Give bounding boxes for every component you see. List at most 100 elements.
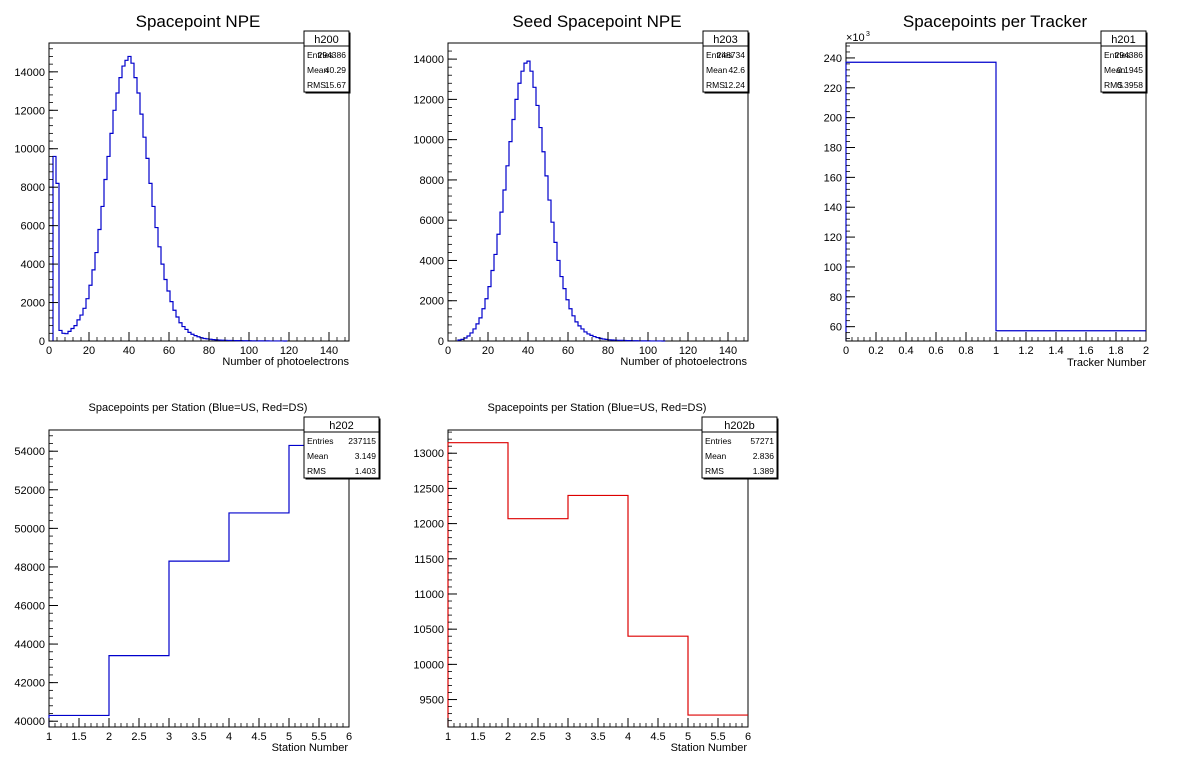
x-tick-label: 3 (166, 731, 172, 743)
histogram-line (52, 55, 288, 342)
x-tick-label: 0 (843, 345, 849, 357)
x-tick-label: 2.5 (530, 731, 545, 743)
x-tick-label: 60 (163, 345, 175, 357)
y-tick-label: 220 (824, 83, 842, 95)
stats-value: 248734 (717, 50, 746, 60)
y-tick-label: 44000 (14, 639, 45, 651)
stats-box-frame (1100, 30, 1147, 93)
x-axis-label: Number of photoelectrons (620, 356, 747, 368)
x-tick-label: 1 (445, 731, 451, 743)
stats-value: 1.389 (753, 466, 775, 476)
x-tick-label: 100 (240, 345, 258, 357)
stats-key: RMS (1104, 80, 1123, 90)
x-tick-label: 4.5 (251, 731, 266, 743)
y-tick-label: 0 (39, 336, 45, 348)
x-tick-label: 5.5 (710, 731, 725, 743)
stats-value: 2.836 (753, 451, 775, 461)
stats-value: 0.1945 (1117, 65, 1143, 75)
y-tick-label: 80 (830, 292, 842, 304)
y-tick-label: 100 (824, 262, 842, 274)
x-axis-label: Station Number (272, 742, 349, 754)
y-tick-label: 13000 (413, 448, 444, 460)
chart-title: Spacepoints per Station (Blue=US, Red=DS… (89, 402, 308, 414)
x-axis-label: Number of photoelectrons (222, 356, 349, 368)
x-tick-label: 2 (505, 731, 511, 743)
y-tick-label: 42000 (14, 678, 45, 690)
x-tick-label: 40 (123, 345, 135, 357)
y-tick-label: 14000 (413, 54, 444, 66)
x-tick-label: 5 (685, 731, 691, 743)
stats-value: 12.24 (724, 80, 746, 90)
chart-title: Spacepoint NPE (136, 12, 261, 31)
y-tick-label: 160 (824, 172, 842, 184)
stats-box-frame (303, 416, 380, 479)
stats-key: Mean (706, 65, 728, 75)
y-tick-label: 6000 (420, 215, 444, 227)
x-tick-label: 0.2 (868, 345, 883, 357)
x-tick-label: 0.4 (898, 345, 913, 357)
histogram-line (48, 444, 349, 727)
x-tick-label: 6 (346, 731, 352, 743)
y-tick-label: 10500 (413, 624, 444, 636)
x-tick-label: 4.5 (650, 731, 665, 743)
stats-key: Entries (307, 50, 333, 60)
x-tick-label: 80 (203, 345, 215, 357)
y-tick-label: 8000 (420, 175, 444, 187)
x-tick-label: 0 (445, 345, 451, 357)
stats-value: 0.3958 (1117, 80, 1143, 90)
stats-value: 15.67 (325, 80, 347, 90)
y-tick-label: 4000 (21, 259, 45, 271)
y-tick-label: 12000 (413, 94, 444, 106)
stats-key: RMS (705, 466, 724, 476)
y-tick-label: 140 (824, 202, 842, 214)
y-tick-label: 8000 (21, 182, 45, 194)
stats-key: Entries (307, 436, 333, 446)
y-tick-label: 4000 (420, 255, 444, 267)
x-tick-label: 1.2 (1018, 345, 1033, 357)
y-tick-label: 40000 (14, 716, 45, 728)
y-exponent-power: 3 (866, 31, 870, 38)
panel-spacepoint-npe: Spacepoint NPE 0 20 40 60 80 100 120 140 0 2000 400… (14, 12, 351, 368)
stats-value: 1.403 (355, 466, 377, 476)
y-tick-label: 11000 (414, 589, 444, 601)
y-tick-label: 14000 (14, 67, 45, 79)
stats-name: h202 (329, 420, 353, 432)
x-axis-label: Tracker Number (1067, 357, 1146, 369)
stats-key: RMS (307, 80, 326, 90)
y-tick-label: 48000 (14, 562, 45, 574)
histogram-line (845, 61, 1146, 341)
y-tick-label: 9500 (420, 695, 444, 707)
stats-key: Mean (705, 451, 727, 461)
y-tick-label: 180 (824, 143, 842, 155)
y-tick-label: 12000 (413, 519, 444, 531)
y-tick-label: 200 (824, 113, 842, 125)
stats-name: h203 (713, 34, 737, 46)
panel-spacepoints-per-station-us: Spacepoints per Station (Blue=US, Red=DS… (14, 402, 381, 754)
x-tick-label: 40 (522, 345, 534, 357)
y-tick-label: 10000 (413, 135, 444, 147)
x-tick-label: 2 (1143, 345, 1149, 357)
x-tick-label: 0.8 (958, 345, 973, 357)
y-tick-label: 2000 (21, 298, 45, 310)
y-tick-label: 10000 (14, 144, 45, 156)
y-tick-label: 54000 (14, 446, 45, 458)
x-tick-label: 120 (280, 345, 298, 357)
stats-box-frame (303, 30, 350, 93)
y-tick-label: 10000 (413, 659, 444, 671)
x-tick-label: 2 (106, 731, 112, 743)
stats-value: 42.6 (728, 65, 745, 75)
histogram-line (447, 442, 748, 727)
x-tick-label: 140 (719, 345, 737, 357)
stats-key: Entries (706, 50, 732, 60)
x-tick-label: 80 (602, 345, 614, 357)
x-tick-label: 4 (625, 731, 631, 743)
y-tick-label: 12000 (14, 105, 45, 117)
x-tick-label: 3.5 (191, 731, 206, 743)
plot-frame (48, 42, 350, 342)
y-tick-label: 120 (824, 232, 842, 244)
chart-title: Spacepoints per Tracker (903, 12, 1088, 31)
x-tick-label: 120 (679, 345, 697, 357)
